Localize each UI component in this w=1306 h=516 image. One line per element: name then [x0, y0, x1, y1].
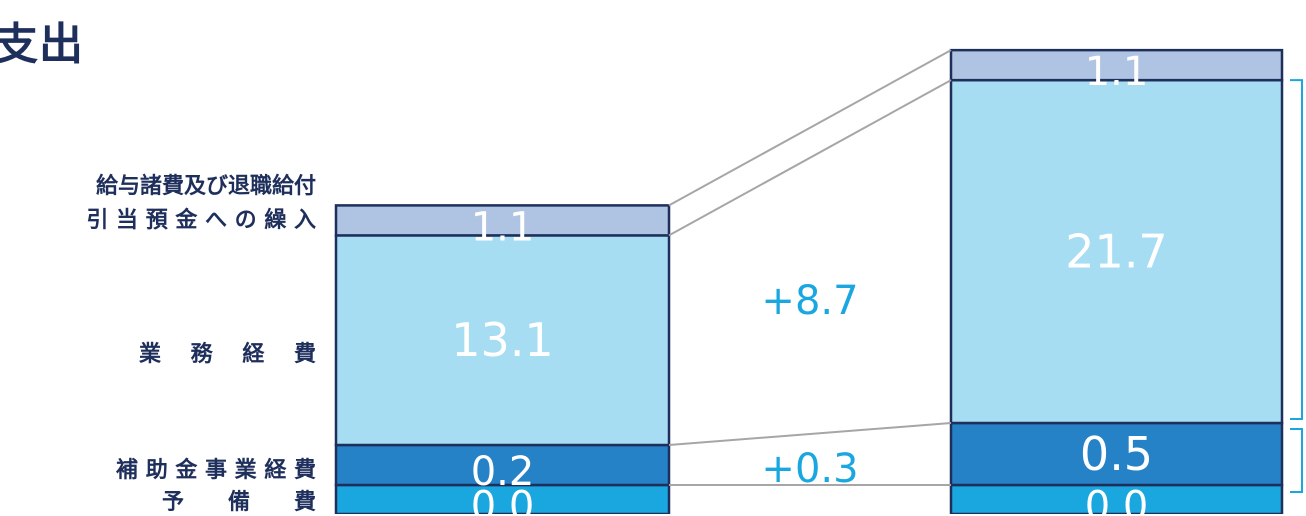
bar-0-salary [334, 204, 671, 237]
data-label-1-reserve: 0.0 [1085, 484, 1149, 515]
legend-label-salary-line2: 引 当 預 金 へ の 繰 入 [86, 208, 316, 233]
data-label-0-reserve: 0.0 [471, 484, 535, 515]
data-label-1-subsidy: 0.5 [1080, 427, 1153, 481]
connector-line-1 [668, 79, 952, 237]
data-label-1-ops: 21.7 [1065, 225, 1167, 279]
connector-line-0 [668, 49, 952, 207]
diff-annotation-ops: +8.7 [761, 278, 858, 324]
legend-label-ops: 業 務 経 費 [139, 342, 316, 367]
bracket-subsidy [1290, 428, 1303, 493]
bar-1-ops [949, 78, 1284, 425]
legend-label-salary-line1: 給与諸費及び退職給付 [95, 174, 316, 199]
bar-1-salary [949, 48, 1284, 82]
diff-annotation-subsidy: +0.3 [761, 446, 858, 492]
data-label-1-salary: 1.1 [1085, 49, 1149, 95]
page-title: 支出 [0, 19, 84, 70]
bar-0-ops [334, 234, 671, 447]
legend-label-subsidy: 補 助 金 事 業 経 費 [116, 458, 316, 483]
bar-1-reserve [949, 483, 1284, 514]
data-label-0-ops: 13.1 [451, 313, 553, 367]
legend-label-reserve: 予 備 費 [161, 490, 316, 515]
legend-label-salary: 給与諸費及び退職給付 引 当 預 金 へ の 繰 入 [86, 170, 316, 238]
bracket-ops [1290, 79, 1303, 420]
data-label-0-salary: 1.1 [471, 204, 535, 250]
connector-line-2 [668, 422, 952, 446]
data-label-0-subsidy: 0.2 [471, 449, 535, 495]
